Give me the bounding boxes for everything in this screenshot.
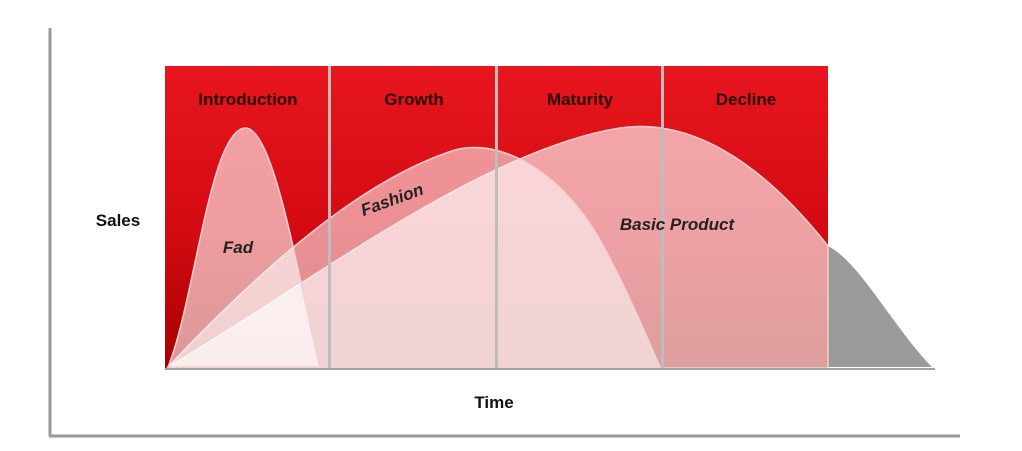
stage-label-decline: Decline xyxy=(716,90,776,109)
stage-dividers xyxy=(328,66,664,370)
x-axis-label: Time xyxy=(474,393,513,412)
fad-curve xyxy=(166,127,321,368)
stage-label-introduction: Introduction xyxy=(198,90,297,109)
stage-label-growth: Growth xyxy=(384,90,444,109)
y-axis-label: Sales xyxy=(96,211,140,230)
decline-tail xyxy=(828,246,932,367)
stage-label-maturity: Maturity xyxy=(547,90,614,109)
curve-label-fad: Fad xyxy=(223,238,254,257)
curve-label-basic-product: Basic Product xyxy=(620,215,736,234)
